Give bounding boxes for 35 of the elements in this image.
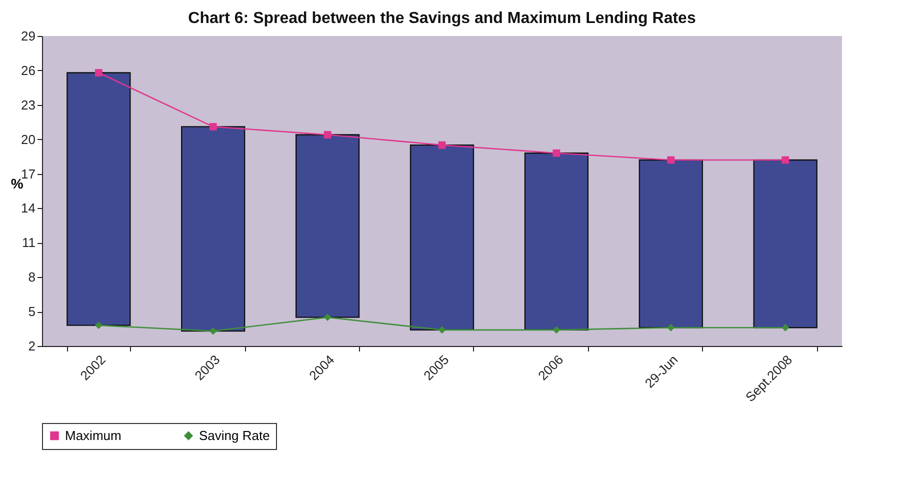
point: [324, 314, 332, 322]
point: [552, 149, 560, 157]
y-tick-label: 17: [21, 166, 36, 182]
bar: [181, 126, 246, 332]
y-tick-label: 8: [28, 270, 36, 285]
legend-label: Saving Rate: [199, 428, 270, 443]
point: [667, 324, 675, 332]
y-tick-label: 5: [28, 304, 36, 320]
point: [438, 326, 446, 334]
point: [209, 327, 217, 335]
point: [782, 156, 790, 164]
bar: [524, 152, 589, 331]
y-tick-label: 14: [21, 200, 36, 216]
bar: [638, 159, 703, 328]
y-tick-label: 2: [28, 338, 36, 354]
legend-label: Maximum: [65, 428, 122, 443]
y-tick-label: 23: [21, 97, 36, 112]
y-tick-label: 29: [21, 28, 36, 44]
bar: [295, 134, 360, 318]
point: [324, 131, 332, 138]
y-tick-label: 11: [22, 235, 36, 250]
y-tick-label: 20: [21, 132, 36, 147]
point: [782, 324, 790, 332]
bar: [410, 144, 474, 331]
bar: [66, 72, 131, 326]
point: [552, 326, 560, 334]
y-tick-label: 26: [21, 62, 36, 78]
point: [209, 122, 217, 130]
point: [667, 156, 675, 164]
chart-title: Chart 6: Spread between the Savings and Maximum Lending Rates: [188, 10, 696, 27]
bar: [753, 159, 818, 328]
point: [94, 322, 102, 330]
point: [94, 69, 102, 76]
point: [438, 141, 446, 149]
y-axis-title: %: [10, 176, 24, 192]
